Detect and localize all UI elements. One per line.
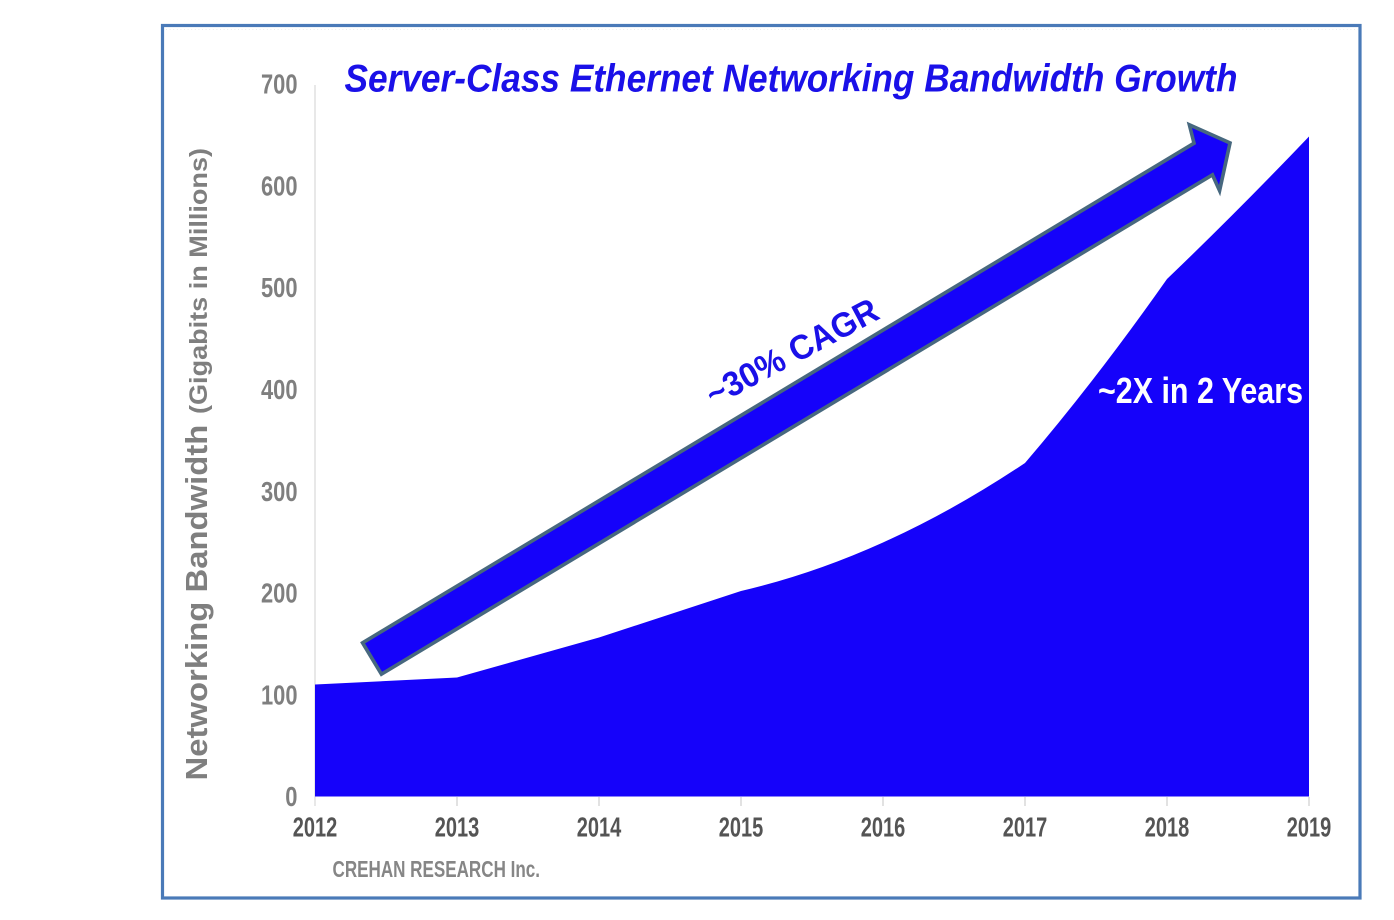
svg-text:2012: 2012 — [293, 812, 338, 843]
svg-text:400: 400 — [261, 374, 298, 405]
svg-text:700: 700 — [261, 68, 298, 99]
svg-text:100: 100 — [261, 679, 298, 710]
svg-text:600: 600 — [261, 170, 298, 201]
svg-text:Server-Class Ethernet Networki: Server-Class Ethernet Networking Bandwid… — [345, 58, 1238, 101]
svg-text:(Gigabits in Millions): (Gigabits in Millions) — [185, 148, 213, 414]
svg-text:2017: 2017 — [1003, 812, 1048, 843]
svg-text:300: 300 — [261, 476, 298, 507]
svg-text:2013: 2013 — [435, 812, 480, 843]
svg-text:2015: 2015 — [719, 812, 764, 843]
svg-text:0: 0 — [285, 781, 297, 812]
svg-text:Networking Bandwidth: Networking Bandwidth — [179, 416, 214, 781]
svg-text:2016: 2016 — [861, 812, 906, 843]
svg-text:200: 200 — [261, 578, 298, 609]
svg-text:~2X in 2 Years: ~2X in 2 Years — [1098, 370, 1303, 411]
svg-text:CREHAN RESEARCH Inc.: CREHAN RESEARCH Inc. — [333, 856, 541, 882]
svg-text:500: 500 — [261, 272, 298, 303]
svg-text:2019: 2019 — [1287, 812, 1332, 843]
svg-text:2014: 2014 — [577, 812, 622, 843]
svg-text:2018: 2018 — [1145, 812, 1190, 843]
